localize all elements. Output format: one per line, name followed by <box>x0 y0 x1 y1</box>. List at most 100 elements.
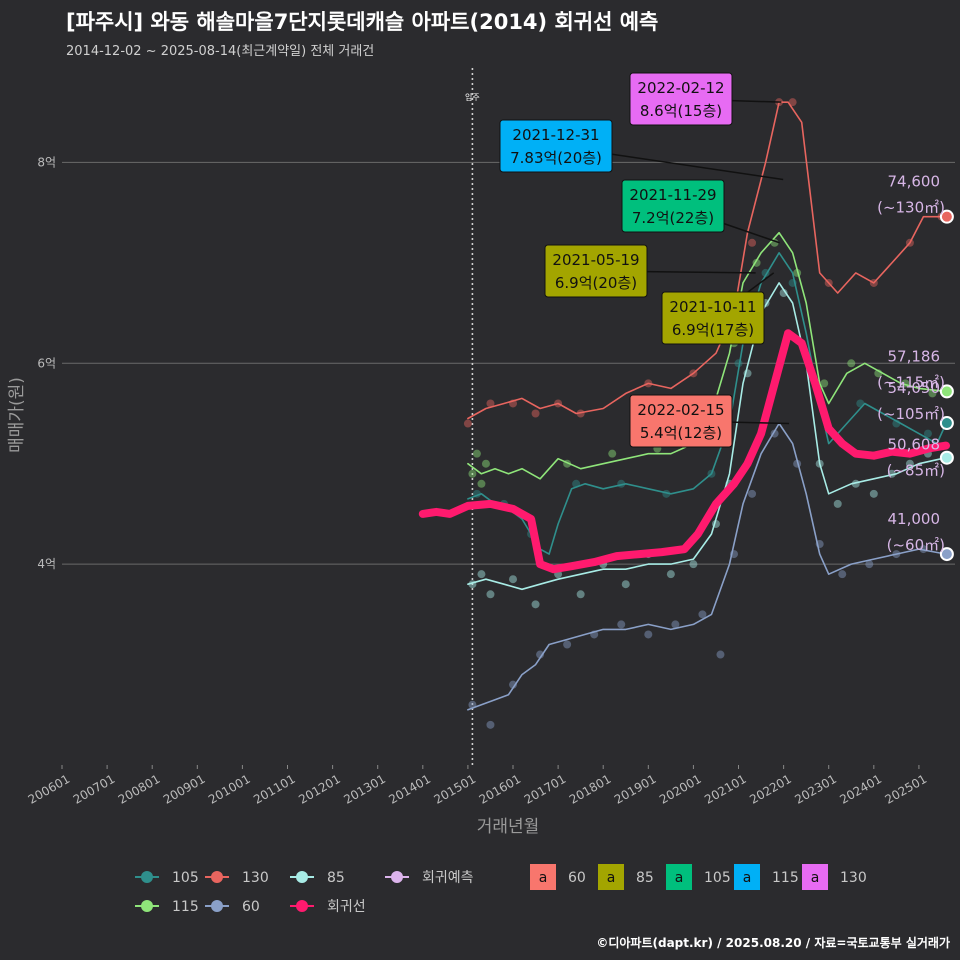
end-point-marker <box>939 547 954 562</box>
annotation-date: 2021-12-31 <box>512 126 599 144</box>
legend-box-glyph: a <box>675 870 684 886</box>
series-line-회귀선 <box>418 329 950 574</box>
legend-box-glyph: a <box>811 870 820 886</box>
chart-caption: ©디아파트(dapt.kr) / 2025.08.20 / 자료=국토교통부 실… <box>596 936 950 950</box>
legend-label: 회귀예측 <box>422 870 474 886</box>
scatter-point <box>608 449 617 458</box>
annotation-labels: 2022-02-12 8.6억(15층) 2021-12-31 7.83억(20층) 2… <box>499 72 790 448</box>
scatter-point <box>923 429 932 438</box>
chart-subtitle: 2014-12-02 ~ 2025-08-14(최근계약일) 전체 거래건 <box>66 44 375 59</box>
scatter-point <box>531 600 540 609</box>
end-point-marker <box>939 384 954 399</box>
annotation-box <box>629 394 733 448</box>
annotation-box <box>661 291 765 345</box>
scatter-point <box>833 499 842 508</box>
x-tick-label: 200901 <box>161 772 208 807</box>
scatter-point <box>536 650 545 659</box>
legend-box-label: 60 <box>568 870 586 886</box>
annotation-box <box>629 72 733 126</box>
scatter-point <box>666 570 675 579</box>
end-point-marker <box>939 450 954 465</box>
scatter-point <box>847 359 856 368</box>
end-point-marker <box>939 209 954 224</box>
scatter-point <box>481 459 490 468</box>
x-tick-label: 201001 <box>206 772 253 807</box>
legend-box-label: 105 <box>704 870 731 886</box>
legend-box-glyph: a <box>607 870 616 886</box>
end-point-marker <box>939 416 954 431</box>
scatter-point <box>748 489 757 498</box>
end-point-value: 54,050 <box>888 379 941 397</box>
x-tick-label: 201701 <box>522 772 569 807</box>
x-tick-label: 201301 <box>341 772 388 807</box>
annotation-date: 2022-02-15 <box>637 401 724 419</box>
y-axis-title: 매매가(원) <box>7 377 27 453</box>
legend-box-glyph: a <box>743 870 752 886</box>
legend-label: 회귀선 <box>327 899 366 915</box>
x-tick-label: 200601 <box>26 772 73 807</box>
x-tick-label: 202401 <box>837 772 884 807</box>
scatter-point <box>869 489 878 498</box>
scatter-point <box>486 399 495 408</box>
legend-dot-swatch <box>141 871 153 883</box>
legend: 105 130 85 회귀예측 115 60 회귀선 a 60 a 85 a 105 a 115 a 130 <box>135 864 867 915</box>
scatter-point <box>905 459 914 468</box>
legend-dot-swatch <box>211 900 223 912</box>
scatter-point <box>509 575 518 584</box>
end-point-area: (~130㎡) <box>877 199 945 217</box>
end-point-area: (~105㎡) <box>877 405 945 423</box>
end-point-value: 57,186 <box>888 347 941 365</box>
x-tick-label: 201101 <box>251 772 298 807</box>
x-tick-label: 201601 <box>477 772 524 807</box>
scatter-point <box>689 560 698 569</box>
y-axis-ticks: 4억 6억 8억 <box>37 155 56 571</box>
annotation-price: 5.4억(12층) <box>640 424 722 442</box>
scatter-point <box>748 238 757 247</box>
annotation-price: 7.83억(20층) <box>510 149 602 167</box>
scatter-point <box>621 580 630 589</box>
series-line-115 <box>467 231 947 480</box>
legend-label: 115 <box>172 899 199 915</box>
scatter-point <box>838 570 847 579</box>
annotation-date: 2022-02-12 <box>637 79 724 97</box>
annotation-date: 2021-11-29 <box>629 186 716 204</box>
legend-dot-swatch <box>141 900 153 912</box>
end-point-area: (~85㎡) <box>887 462 945 480</box>
scatter-point <box>928 389 937 398</box>
scatter-point <box>468 469 477 478</box>
scatter-point <box>644 630 653 639</box>
scatter-point <box>779 288 788 297</box>
scatter-point <box>788 98 797 107</box>
annotation-price: 7.2억(22층) <box>632 209 714 227</box>
annotation-date: 2021-05-19 <box>552 251 639 269</box>
y-tick-label: 8억 <box>37 155 56 169</box>
scatter-point <box>716 650 725 659</box>
end-point-area: (~115㎡) <box>877 373 945 391</box>
legend-box-label: 85 <box>636 870 654 886</box>
scatter-point <box>563 640 572 649</box>
scatter-point <box>477 570 486 579</box>
scatter-point <box>486 720 495 729</box>
x-tick-label: 201901 <box>612 772 659 807</box>
scatter-point <box>671 620 680 629</box>
chart-title: [파주시] 와동 해솔마을7단지롯데캐슬 아파트(2014) 회귀선 예측 <box>66 10 659 34</box>
scatter-point <box>576 590 585 599</box>
legend-label: 105 <box>172 870 199 886</box>
legend-box-swatch <box>802 864 828 890</box>
annotation-box <box>544 244 648 298</box>
scatter-point <box>509 680 518 689</box>
legend-box-swatch <box>530 864 556 890</box>
legend-box-swatch <box>734 864 760 890</box>
scatter-point <box>698 610 707 619</box>
annotation-price: 6.9억(17층) <box>672 321 754 339</box>
legend-dot-swatch <box>391 871 403 883</box>
legend-dot-swatch <box>211 871 223 883</box>
annotation-date: 2021-10-11 <box>669 298 756 316</box>
series-line-60 <box>467 422 947 711</box>
scatter-point <box>617 620 626 629</box>
end-point-value: 41,000 <box>888 510 941 528</box>
end-point-value: 50,608 <box>888 436 941 454</box>
x-tick-label: 200701 <box>71 772 118 807</box>
end-point-area: (~60㎡) <box>887 536 945 554</box>
